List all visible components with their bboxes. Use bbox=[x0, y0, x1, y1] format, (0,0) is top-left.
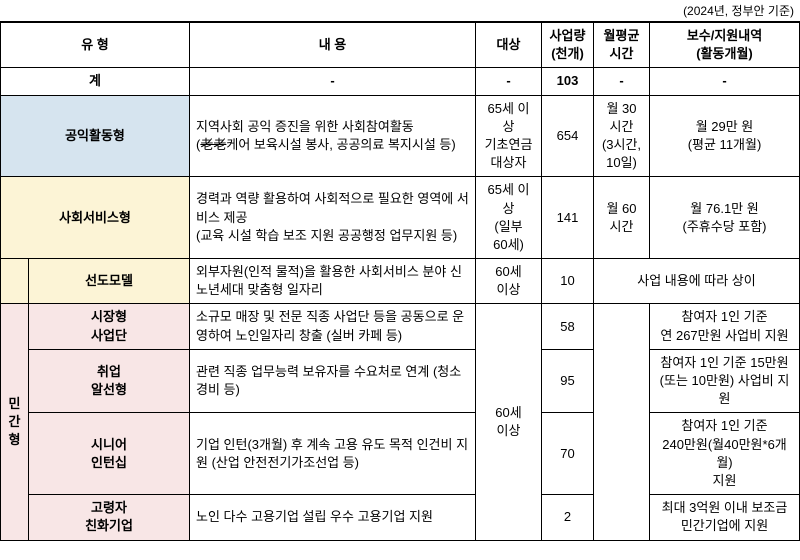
hours-0: 월 30시간(3시간,10일) bbox=[594, 95, 650, 177]
target-0: 65세 이상기초연금대상자 bbox=[476, 95, 542, 177]
hdr-hours: 월평균시간 bbox=[594, 22, 650, 68]
pay-3: 참여자 1인 기준연 267만원 사업비 지원 bbox=[650, 304, 800, 349]
total-desc: - bbox=[190, 68, 476, 95]
total-hours: - bbox=[594, 68, 650, 95]
total-label: 계 bbox=[1, 68, 190, 95]
note: (2024년, 정부안 기준) bbox=[0, 0, 800, 21]
desc-2: 외부자원(인적 물적)을 활용한 사회서비스 분야 신노년세대 맞춤형 일자리 bbox=[190, 259, 476, 304]
vol-0: 654 bbox=[542, 95, 594, 177]
target-2: 60세이상 bbox=[476, 259, 542, 304]
total-pay: - bbox=[650, 68, 800, 95]
vol-6: 2 bbox=[542, 495, 594, 540]
vol-5: 70 bbox=[542, 413, 594, 495]
type-0: 공익활동형 bbox=[1, 95, 190, 177]
hours-3 bbox=[594, 304, 650, 540]
type-2-pad bbox=[1, 259, 29, 304]
group-private: 민간형 bbox=[1, 304, 29, 540]
hdr-type: 유 형 bbox=[1, 22, 190, 68]
vol-4: 95 bbox=[542, 349, 594, 413]
vol-3: 58 bbox=[542, 304, 594, 349]
pay-5: 참여자 1인 기준240만원(월40만원*6개월)지원 bbox=[650, 413, 800, 495]
target-3: 60세이상 bbox=[476, 304, 542, 540]
type-4: 취업알선형 bbox=[29, 349, 190, 413]
desc-5: 기업 인턴(3개월) 후 계속 고용 유도 목적 인건비 지원 (산업 안전전기… bbox=[190, 413, 476, 495]
type-3: 시장형사업단 bbox=[29, 304, 190, 349]
total-vol: 103 bbox=[542, 68, 594, 95]
pay-1: 월 76.1만 원(주휴수당 포함) bbox=[650, 177, 800, 259]
desc-6: 노인 다수 고용기업 설립 우수 고용기업 지원 bbox=[190, 495, 476, 540]
desc-0: 지역사회 공익 증진을 위한 사회참여활동(老老케어 보육시설 봉사, 공공의료… bbox=[190, 95, 476, 177]
desc-3: 소규모 매장 및 전문 직종 사업단 등을 공동으로 운영하여 노인일자리 창출… bbox=[190, 304, 476, 349]
pay-0: 월 29만 원(평균 11개월) bbox=[650, 95, 800, 177]
type-5: 시니어인턴십 bbox=[29, 413, 190, 495]
hdr-target: 대상 bbox=[476, 22, 542, 68]
total-target: - bbox=[476, 68, 542, 95]
program-table: 유 형 내 용 대상 사업량(천개) 월평균시간 보수/지원내역(활동개월) 계… bbox=[0, 21, 800, 541]
hdr-desc: 내 용 bbox=[190, 22, 476, 68]
hours-1: 월 60시간 bbox=[594, 177, 650, 259]
desc-4: 관련 직종 업무능력 보유자를 수요처로 연계 (청소경비 등) bbox=[190, 349, 476, 413]
pay-6: 최대 3억원 이내 보조금민간기업에 지원 bbox=[650, 495, 800, 540]
desc-1: 경력과 역량 활용하여 사회적으로 필요한 영역에 서비스 제공(교육 시설 학… bbox=[190, 177, 476, 259]
vol-1: 141 bbox=[542, 177, 594, 259]
target-1: 65세 이상(일부60세) bbox=[476, 177, 542, 259]
type-2: 선도모델 bbox=[29, 259, 190, 304]
type-6: 고령자친화기업 bbox=[29, 495, 190, 540]
pay-4: 참여자 1인 기준 15만원(또는 10만원) 사업비 지원 bbox=[650, 349, 800, 413]
hdr-pay: 보수/지원내역(활동개월) bbox=[650, 22, 800, 68]
hdr-vol: 사업량(천개) bbox=[542, 22, 594, 68]
type-1: 사회서비스형 bbox=[1, 177, 190, 259]
vol-2: 10 bbox=[542, 259, 594, 304]
pay-2: 사업 내용에 따라 상이 bbox=[594, 259, 800, 304]
